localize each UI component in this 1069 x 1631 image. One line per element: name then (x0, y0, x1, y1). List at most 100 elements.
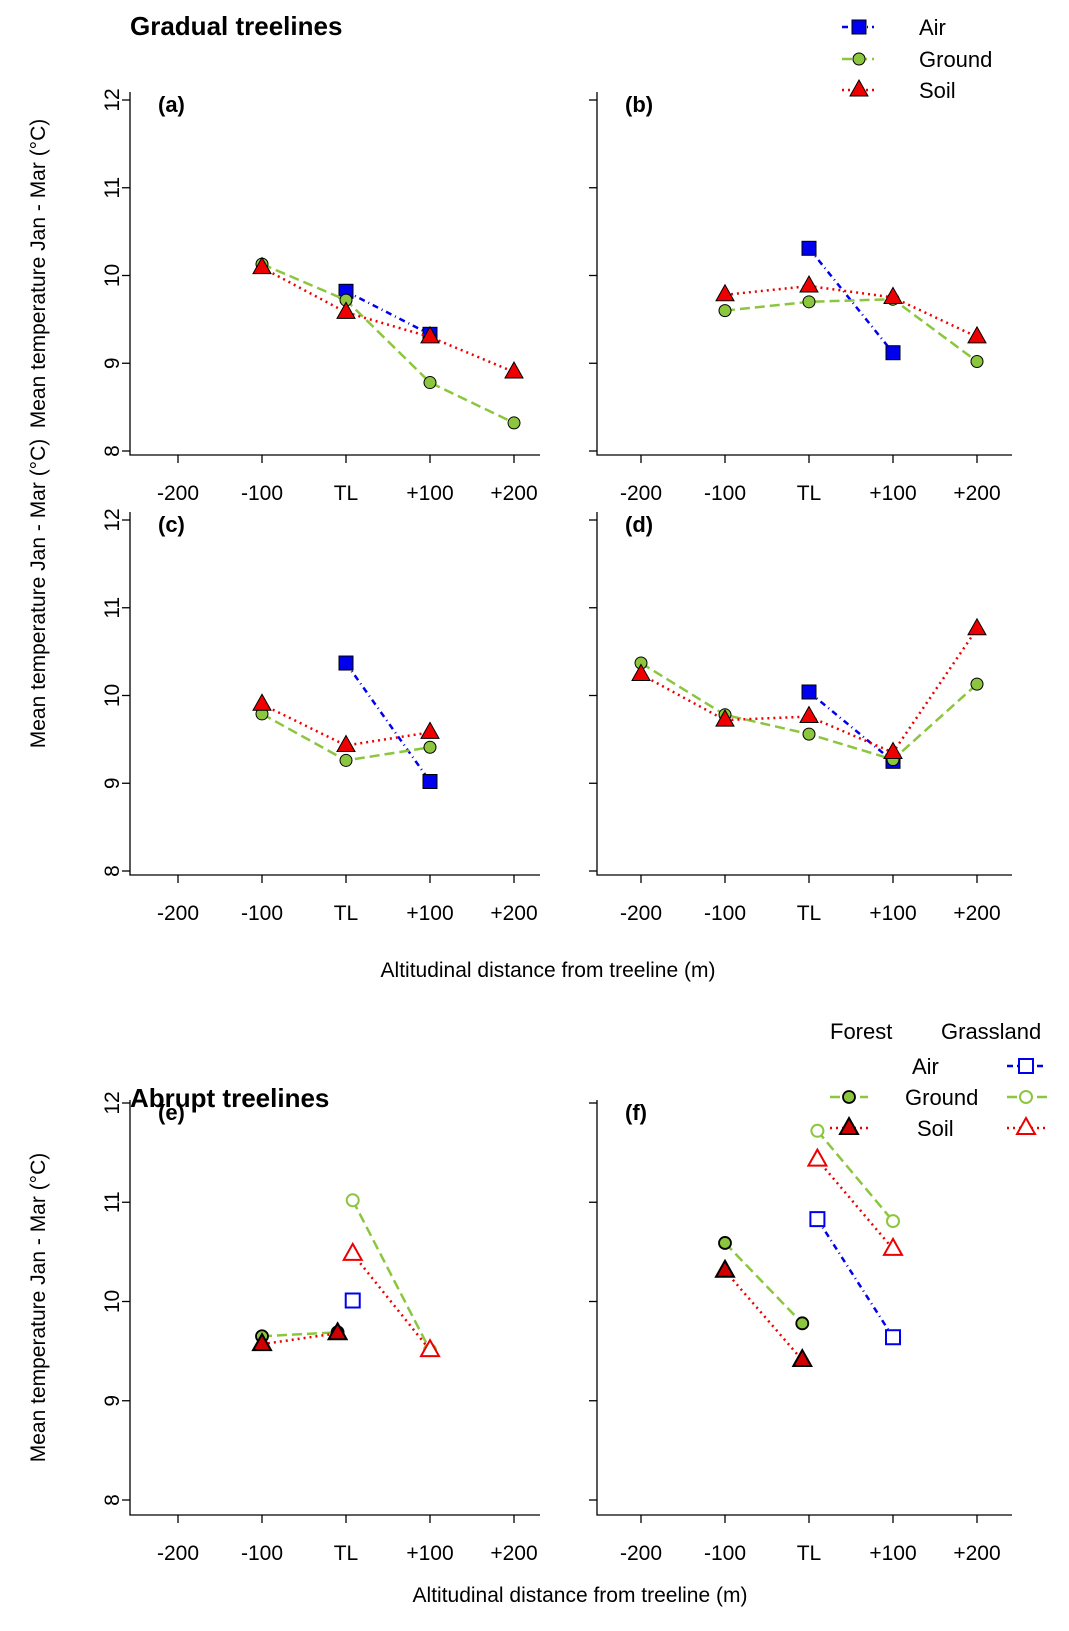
series-line (724, 284, 978, 339)
series-ground-grassland (810, 1123, 900, 1229)
legend-abrupt: Forest Grassland Air Ground Soil (830, 1019, 1047, 1141)
series-line (816, 1218, 895, 1338)
series-line (724, 1269, 804, 1361)
soil-point (791, 1348, 813, 1368)
panel-label: (e) (158, 1100, 185, 1125)
x-axis-label: Altitudinal distance from treeline (m) (413, 1584, 748, 1607)
y-tick-label: 10 (101, 264, 124, 287)
soil-point (883, 741, 903, 760)
legend-forest-ground-circle-icon (842, 1090, 856, 1104)
abrupt-title: Abrupt treelines (130, 1083, 329, 1113)
series-line (261, 1331, 338, 1338)
legend-gradual: Air Ground Soil (842, 15, 992, 103)
legend-grass-air-square-icon (1018, 1058, 1034, 1074)
legend-air-square-icon (851, 19, 867, 35)
legend-abrupt-soil-label: Soil (917, 1116, 954, 1141)
air-point (422, 773, 438, 789)
panels: (a) 8 9 10 11 12 -200 -100 TL +100 +200 Mean temper… (27, 88, 1012, 1607)
soil-point (799, 705, 819, 724)
x-tick-label: -200 (157, 482, 199, 505)
series-line (351, 1253, 431, 1351)
ground-point (339, 753, 353, 767)
panel-label: (c) (158, 512, 185, 537)
x-tick-label: -100 (241, 1542, 283, 1565)
x-tick-label: -200 (620, 902, 662, 925)
ground-point (345, 1193, 360, 1208)
x-tick-label: -200 (620, 1542, 662, 1565)
series-ground-grassland (345, 1193, 437, 1358)
soil-point (336, 734, 356, 753)
panel-label: (d) (625, 512, 653, 537)
y-axis-label: Mean temperature Jan - Mar (°C) (27, 439, 50, 749)
x-tick-label: +200 (490, 482, 537, 505)
x-tick-label: -100 (241, 482, 283, 505)
legend-grass-soil-triangle-icon (1015, 1115, 1037, 1135)
soil-point (252, 256, 272, 275)
y-tick-label: 10 (101, 1290, 124, 1313)
x-tick-label: TL (334, 482, 359, 505)
y-tick-label: 9 (101, 357, 124, 369)
y-axis-label: Mean temperature Jan - Mar (°C) (27, 1153, 50, 1463)
x-tick-label: -100 (241, 902, 283, 925)
series-soil-grassland (342, 1241, 441, 1358)
series-ground-forest (718, 1236, 810, 1331)
panel-label: (f) (625, 1100, 647, 1125)
air-point (809, 1211, 826, 1228)
series-line (351, 1199, 432, 1351)
x-tick-label: TL (334, 902, 359, 925)
air-point (344, 1292, 361, 1309)
x-tick-label: -100 (704, 902, 746, 925)
ground-point (718, 304, 732, 318)
axes-frame (129, 92, 540, 456)
soil-point (806, 1147, 829, 1167)
soil-point (504, 361, 524, 379)
x-tick-label: TL (797, 482, 822, 505)
panel-4: (e) 8 9 10 11 12 -200 -100 TL +100 +200 Mean temper… (27, 1091, 540, 1565)
air-point (801, 240, 817, 256)
ground-point (970, 354, 984, 368)
legend-soil-label: Soil (919, 78, 956, 103)
axes-frame (596, 1100, 1012, 1516)
series-line (345, 290, 431, 336)
soil-point (715, 709, 735, 727)
soil-point (336, 301, 356, 319)
x-tick-label: -200 (157, 902, 199, 925)
legend-ground-circle-icon (852, 52, 866, 66)
ground-point (886, 1214, 900, 1229)
axes-frame (596, 512, 1012, 876)
ground-point (810, 1123, 825, 1138)
y-tick-label: 10 (101, 684, 124, 707)
soil-point (631, 663, 651, 681)
y-tick-label: 8 (101, 865, 124, 877)
panel-label: (b) (625, 92, 653, 117)
x-tick-label: +100 (869, 1542, 916, 1565)
soil-point (715, 283, 735, 302)
axes-frame (129, 1100, 540, 1516)
y-tick-label: 9 (101, 777, 124, 789)
soil-point (799, 275, 819, 293)
y-tick-label: 11 (101, 597, 124, 619)
series-line (261, 1332, 338, 1346)
x-tick-label: -200 (157, 1542, 199, 1565)
y-axis-label: Mean temperature Jan - Mar (°C) (27, 119, 50, 429)
series-line (724, 297, 978, 363)
legend-soil-triangle-icon (849, 78, 869, 97)
series-line (344, 662, 432, 783)
series-ground (718, 292, 984, 368)
series-air-grassland (344, 1292, 361, 1309)
ground-point (507, 416, 521, 430)
series-air (801, 240, 901, 361)
series-ground (255, 257, 521, 430)
series-soil (252, 693, 440, 753)
x-tick-label: +200 (490, 902, 537, 925)
soil-point (251, 1332, 273, 1352)
y-tick-label: 12 (101, 508, 124, 531)
series-soil-grassland (806, 1147, 904, 1256)
series-line (261, 703, 431, 747)
series-air (338, 283, 438, 342)
x-tick-label: -200 (620, 482, 662, 505)
legend-forest-soil-triangle-icon (838, 1115, 860, 1135)
panel-1: (b) -200 -100 TL +100 +200 (589, 92, 1012, 505)
soil-point (419, 1338, 441, 1358)
series-soil (715, 275, 987, 344)
